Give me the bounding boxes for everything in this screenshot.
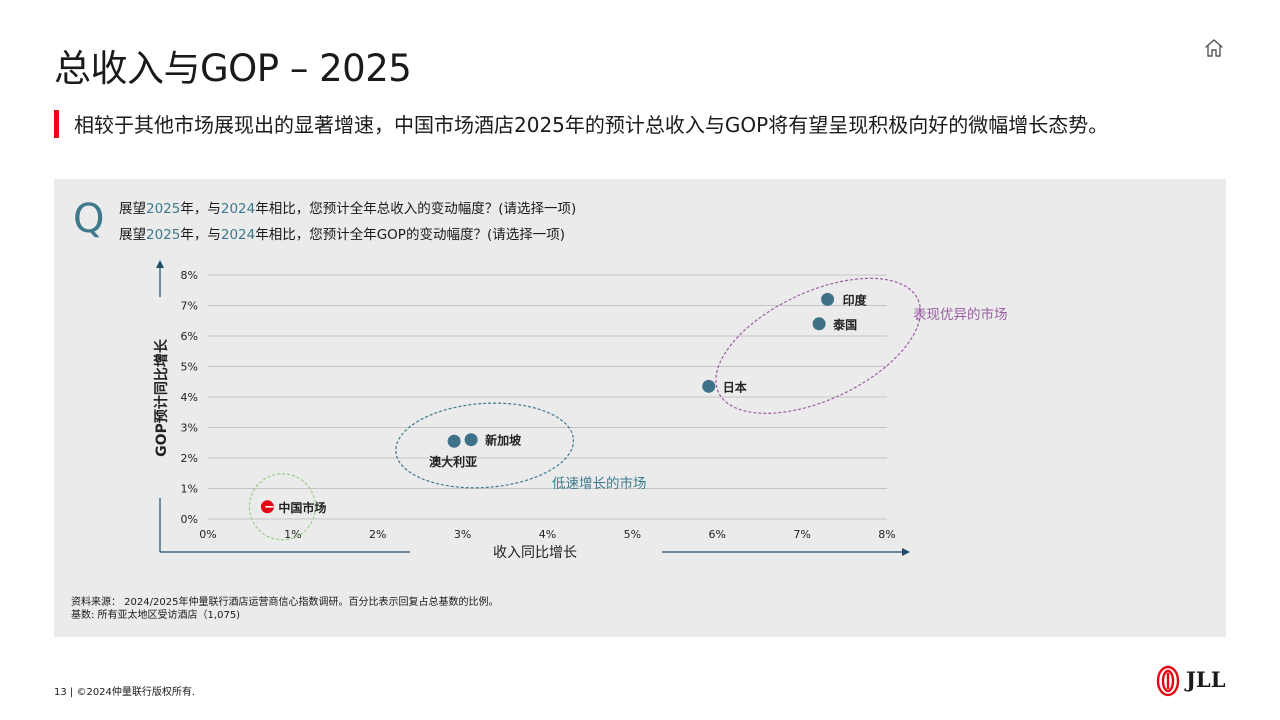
page-title: 总收入与GOP – 2025 xyxy=(54,47,412,90)
group-ellipse xyxy=(248,473,317,541)
question-year: 2024 xyxy=(220,201,256,217)
y-axis-arrow-icon xyxy=(156,260,164,268)
group-label: 低速增长的市场 xyxy=(552,475,647,492)
question-revenue: 展望2025年，与2024年相比，您预计全年总收入的变动幅度？(请选择一项) xyxy=(119,197,576,217)
x-axis-arrow-icon xyxy=(902,548,910,556)
y-tick-label: 7% xyxy=(181,300,198,313)
point-label: 泰国 xyxy=(832,317,857,332)
x-tick-label: 7% xyxy=(793,528,810,541)
page-subtitle: 相较于其他市场展现出的显著增速，中国市场酒店2025年的预计总收入与GOP将有望… xyxy=(74,113,1109,137)
y-tick-label: 2% xyxy=(181,452,198,465)
question-text: 展望 xyxy=(119,227,146,243)
question-text: 展望 xyxy=(119,201,146,217)
point-label: 澳大利亚 xyxy=(429,454,477,469)
subtitle-accent-bar xyxy=(54,110,59,138)
y-tick-label: 1% xyxy=(181,483,198,496)
group-label: 表现优异的市场 xyxy=(913,306,1008,323)
question-text: 年，与 xyxy=(180,227,221,243)
x-tick-label: 1% xyxy=(284,528,301,541)
question-gop: 展望2025年，与2024年相比，您预计全年GOP的变动幅度？(请选择一项) xyxy=(119,223,565,243)
x-tick-label: 8% xyxy=(878,528,895,541)
home-icon[interactable] xyxy=(1202,36,1226,60)
data-point xyxy=(447,434,461,448)
data-point xyxy=(464,433,478,447)
point-label: 印度 xyxy=(843,292,868,307)
y-axis-label: GOP预计同比增长 xyxy=(153,338,170,457)
data-point xyxy=(821,292,835,306)
x-axis-label: 收入同比增长 xyxy=(493,545,577,561)
question-text: 年相比，您预计全年GOP的变动幅度？(请选择一项) xyxy=(255,227,565,243)
y-tick-label: 5% xyxy=(181,361,198,374)
question-year: 2025 xyxy=(146,201,181,217)
jll-logo-icon xyxy=(1156,665,1180,697)
point-label: 中国市场 xyxy=(278,500,326,515)
question-year: 2024 xyxy=(220,227,256,243)
question-text: 年，与 xyxy=(180,201,221,217)
source-note: 资料来源： 2024/2025年仲量联行酒店运营商信心指数调研。百分比表示回复占… xyxy=(71,597,499,608)
x-tick-label: 3% xyxy=(454,528,471,541)
x-tick-label: 2% xyxy=(369,528,386,541)
point-label: 日本 xyxy=(723,379,747,394)
y-tick-label: 4% xyxy=(181,391,198,404)
x-tick-label: 4% xyxy=(539,528,556,541)
y-tick-label: 0% xyxy=(181,513,198,526)
y-tick-label: 8% xyxy=(181,269,198,282)
group-ellipse xyxy=(395,402,575,489)
point-label: 新加坡 xyxy=(485,433,522,448)
data-point xyxy=(702,379,716,393)
logo-wordmark: JLL xyxy=(1186,667,1226,692)
question-mark-icon: Q xyxy=(73,196,105,242)
y-tick-label: 6% xyxy=(181,330,198,343)
x-tick-label: 5% xyxy=(624,528,641,541)
x-tick-label: 6% xyxy=(709,528,726,541)
question-text: 年相比，您预计全年总收入的变动幅度？(请选择一项) xyxy=(255,201,577,217)
chart-panel xyxy=(54,179,1226,637)
data-point xyxy=(812,317,826,331)
footer-copyright: 13 | ©2024仲量联行版权所有. xyxy=(54,687,196,698)
x-tick-label: 0% xyxy=(199,528,216,541)
base-note: 基数: 所有亚太地区受访酒店（1,075) xyxy=(71,610,241,621)
question-year: 2025 xyxy=(146,227,181,243)
y-tick-label: 3% xyxy=(181,422,198,435)
group-ellipse xyxy=(715,277,922,414)
